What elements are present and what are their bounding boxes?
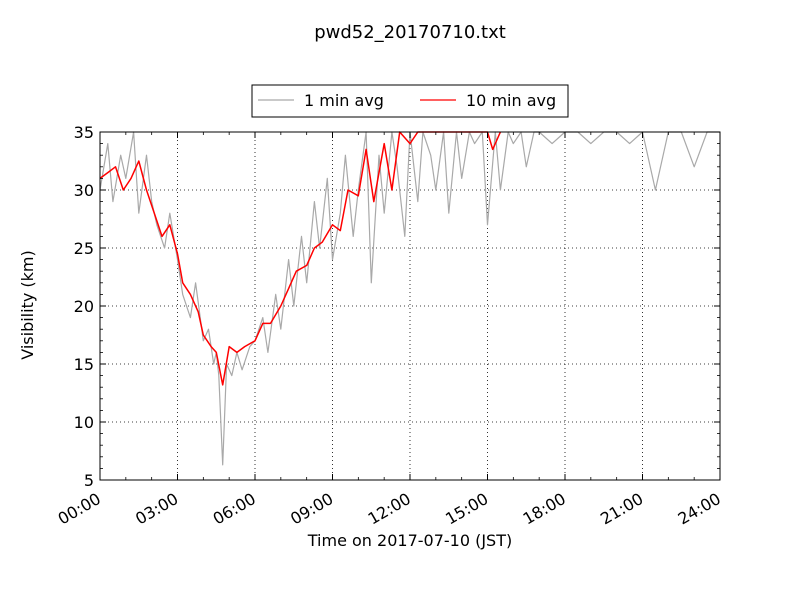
legend-box [251, 84, 569, 118]
chart-title: pwd52_20170710.txt [314, 22, 506, 43]
y-tick-label: 35 [74, 123, 94, 142]
legend-label-10-min-avg: 10 min avg [466, 91, 556, 110]
legend: 1 min avg 10 min avg [251, 84, 569, 118]
y-tick-label: 10 [74, 413, 94, 432]
y-tick-label: 20 [74, 297, 94, 316]
plot-frame [99, 131, 721, 481]
x-axis-label: Time on 2017-07-10 (JST) [307, 531, 512, 550]
legend-label-1-min-avg: 1 min avg [304, 91, 384, 110]
y-tick-label: 5 [84, 471, 94, 490]
y-axis-label: Visibility (km) [18, 250, 37, 359]
y-tick-label: 25 [74, 239, 94, 258]
grid [100, 132, 720, 480]
y-tick-label: 15 [74, 355, 94, 374]
y-tick-label: 30 [74, 181, 94, 200]
